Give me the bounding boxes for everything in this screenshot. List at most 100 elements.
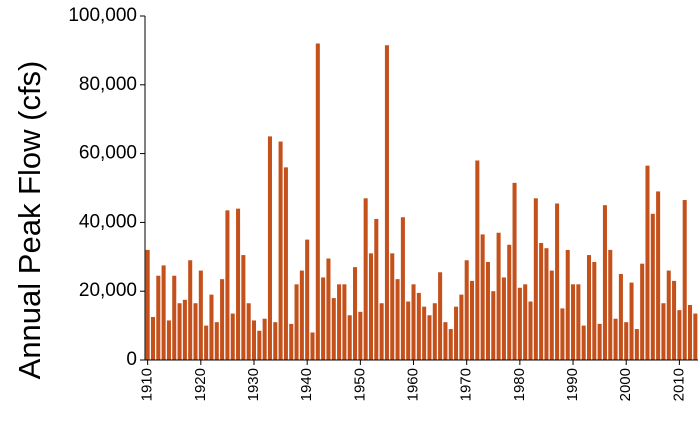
bar	[464, 260, 469, 360]
bar	[188, 260, 193, 360]
bar	[586, 255, 592, 360]
bar	[198, 270, 203, 360]
bar	[156, 275, 161, 360]
bar	[422, 306, 427, 360]
bar	[512, 182, 517, 360]
bar	[273, 322, 278, 360]
bar	[220, 279, 225, 360]
bar	[469, 280, 475, 360]
bar	[209, 294, 214, 360]
bar	[608, 249, 613, 360]
bar	[656, 191, 661, 360]
bar	[539, 243, 544, 360]
bar	[618, 274, 623, 360]
bar	[230, 313, 235, 360]
bar	[193, 303, 198, 360]
bar	[257, 330, 262, 360]
bar	[326, 258, 331, 360]
bar	[666, 270, 671, 360]
y-axis-label: Annual Peak Flow (cfs)	[12, 61, 47, 380]
bar	[581, 325, 586, 360]
bar	[347, 315, 352, 360]
bar	[241, 255, 246, 360]
x-tick-label: 2000	[617, 368, 634, 401]
bar	[363, 198, 368, 360]
bar	[342, 284, 347, 360]
bar	[310, 332, 315, 360]
bar	[459, 294, 464, 360]
y-tick-label: 100,000	[68, 5, 137, 26]
bar	[624, 322, 629, 360]
bar	[166, 320, 171, 360]
bar	[517, 287, 522, 360]
bar	[560, 308, 565, 360]
bar	[337, 284, 342, 360]
bar	[321, 277, 326, 360]
bar	[353, 267, 358, 360]
bar	[507, 244, 512, 360]
bar	[533, 198, 538, 360]
bar	[145, 249, 150, 360]
bar	[443, 322, 448, 360]
bar	[384, 45, 389, 361]
bar	[496, 232, 501, 360]
bar	[331, 298, 336, 360]
bar	[267, 136, 272, 360]
bar	[374, 218, 379, 360]
bar	[480, 234, 485, 360]
bar	[299, 270, 304, 360]
y-tick-label: 20,000	[79, 280, 137, 301]
bar	[395, 279, 400, 360]
bar	[555, 203, 560, 360]
bar	[182, 299, 187, 360]
x-tick-label: 1940	[298, 368, 315, 401]
bar	[645, 165, 650, 360]
bar	[283, 167, 288, 360]
x-tick-label: 1920	[192, 368, 209, 401]
bar	[454, 306, 459, 360]
bar	[634, 329, 639, 360]
x-tick-label: 1930	[245, 368, 262, 401]
bar	[204, 325, 209, 360]
x-tick-label: 1980	[511, 368, 528, 401]
y-tick-label: 0	[126, 349, 137, 370]
x-tick-label: 1950	[351, 368, 368, 401]
bar	[677, 310, 682, 360]
bar	[475, 160, 480, 360]
bar	[693, 313, 698, 360]
bar	[236, 208, 241, 360]
bar	[688, 304, 693, 360]
bar	[629, 282, 634, 360]
bar	[278, 141, 283, 360]
bar	[592, 261, 597, 360]
bar	[251, 320, 257, 360]
bar	[544, 248, 549, 360]
bar	[411, 284, 416, 360]
bar	[565, 249, 570, 360]
bar	[400, 217, 405, 360]
bar	[177, 303, 182, 360]
bar	[315, 43, 320, 361]
y-tick-label: 60,000	[79, 143, 137, 164]
bar	[523, 284, 528, 360]
y-tick-label: 80,000	[79, 74, 137, 95]
bar	[289, 323, 294, 360]
bar	[485, 261, 490, 360]
bar	[571, 284, 576, 360]
bar	[613, 318, 618, 360]
bar	[246, 303, 251, 360]
bar	[225, 210, 230, 360]
bar	[661, 303, 666, 360]
bar	[416, 292, 421, 360]
x-tick-label: 1960	[404, 368, 421, 401]
bar	[448, 329, 453, 360]
bar	[214, 322, 219, 360]
bar	[161, 265, 166, 360]
x-tick-label: 2010	[670, 368, 687, 401]
bar	[390, 253, 395, 360]
bar	[427, 315, 432, 360]
bar	[262, 318, 267, 360]
bar	[406, 301, 411, 360]
bar	[682, 200, 687, 360]
bar	[432, 303, 437, 360]
